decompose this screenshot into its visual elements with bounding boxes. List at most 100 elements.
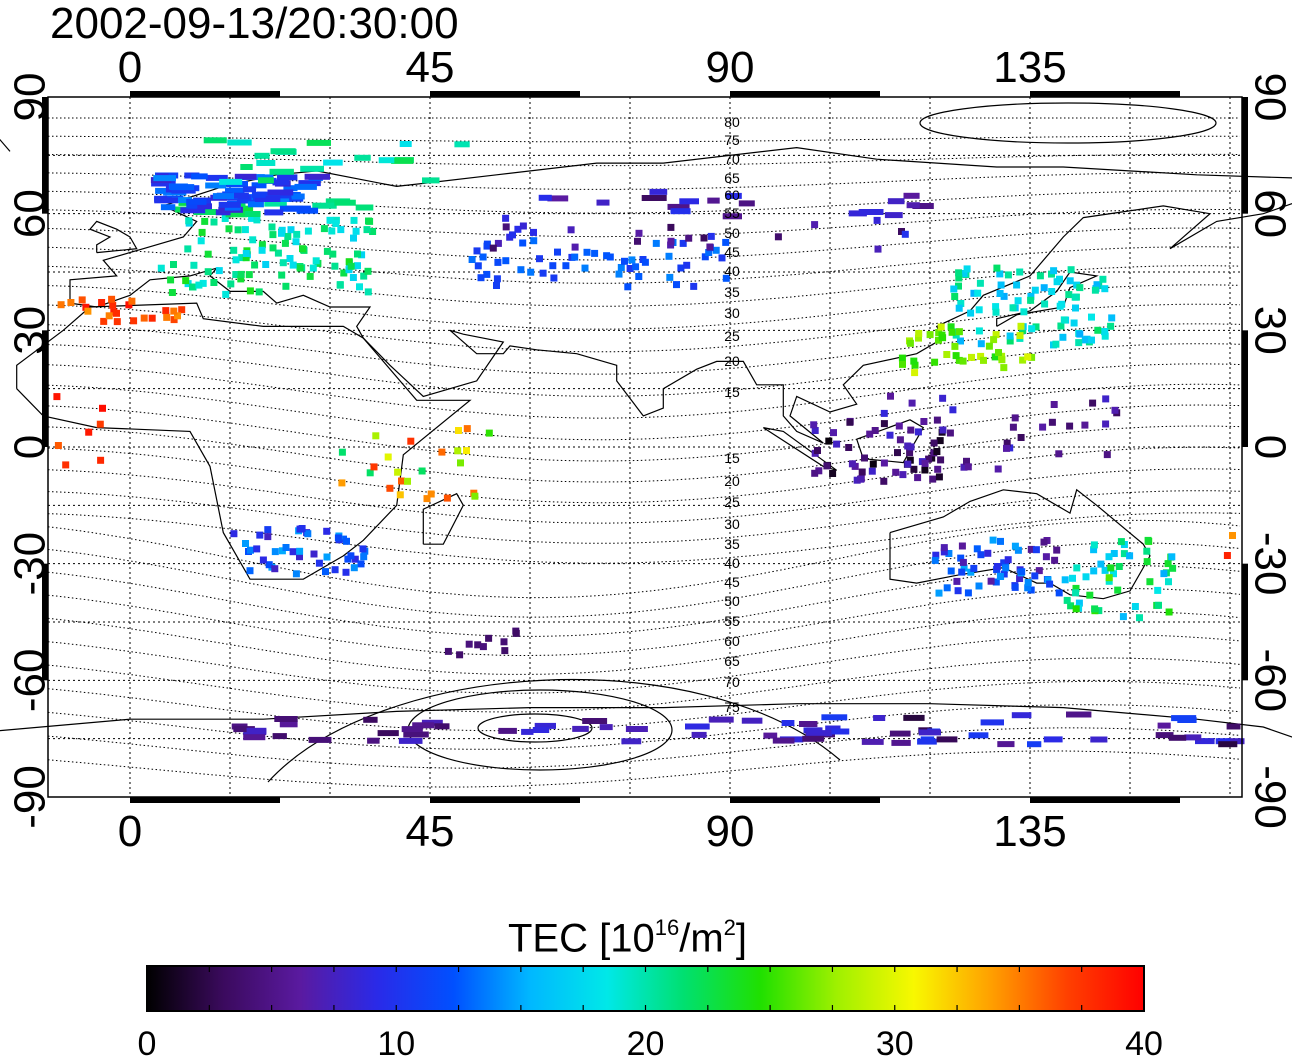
tec-data-point xyxy=(1089,399,1097,407)
tec-data-point xyxy=(258,246,266,254)
tec-data-point xyxy=(1223,552,1231,559)
tec-data-point xyxy=(1088,313,1095,321)
tec-data-point xyxy=(268,223,276,231)
tec-data-point xyxy=(1018,326,1026,334)
tec-data-point xyxy=(500,638,508,646)
tec-data-point xyxy=(683,261,691,269)
tec-data-point xyxy=(998,356,1006,364)
tec-data-point xyxy=(293,230,301,238)
tec-data-point xyxy=(1024,584,1032,592)
tec-data-point xyxy=(1168,553,1176,561)
tec-data-point xyxy=(479,643,487,651)
tec-data-point xyxy=(170,261,177,268)
tec-data-point xyxy=(811,469,819,477)
tec-data-point xyxy=(615,270,623,278)
tec-data-point xyxy=(140,314,148,322)
tec-data-point xyxy=(774,233,782,241)
tec-data-point xyxy=(109,301,117,309)
tec-data-point xyxy=(253,545,261,553)
tec-data-point xyxy=(811,427,819,434)
tec-data-point xyxy=(892,468,900,476)
tec-data-point xyxy=(113,309,120,317)
tec-data-point xyxy=(1110,570,1117,578)
tec-data-point xyxy=(1144,536,1152,544)
tec-data-point xyxy=(915,330,923,337)
tec-data-point xyxy=(331,566,339,574)
tec-data-point xyxy=(936,736,958,743)
tec-data-point xyxy=(271,548,279,556)
tec-data-point xyxy=(108,295,116,303)
tec-data-point xyxy=(964,463,972,471)
magnetic-contour xyxy=(47,588,1241,656)
tec-data-point xyxy=(673,281,680,289)
tec-data-point xyxy=(225,225,233,233)
contour-label: 40 xyxy=(724,555,740,571)
tec-data-point xyxy=(950,285,958,293)
tec-data-point xyxy=(718,254,726,262)
tec-data-point xyxy=(254,196,281,202)
tec-data-point xyxy=(282,282,290,290)
tec-data-point xyxy=(968,732,989,739)
tec-data-point xyxy=(509,231,516,239)
contour-label: 70 xyxy=(724,674,740,690)
magnetic-contour xyxy=(47,680,1241,732)
tec-data-point xyxy=(157,264,165,272)
frame-bar-right xyxy=(1242,97,1248,214)
frame-bar-bottom xyxy=(730,797,880,803)
tec-data-point xyxy=(811,221,819,229)
tec-data-point xyxy=(1040,538,1048,546)
tec-data-point xyxy=(677,264,685,272)
tec-data-point xyxy=(763,732,778,739)
tec-data-point xyxy=(606,253,614,261)
contour-label: 65 xyxy=(724,653,740,669)
tec-data-point xyxy=(582,718,608,724)
colorbar-tick-label: 30 xyxy=(876,1025,914,1057)
tec-data-point xyxy=(625,726,648,732)
contour-label: 20 xyxy=(724,353,740,369)
tec-data-point xyxy=(372,432,380,440)
coastline xyxy=(0,703,1292,738)
tec-data-point xyxy=(151,180,176,187)
tec-data-point xyxy=(242,254,250,262)
tec-data-point xyxy=(940,544,948,552)
tec-data-point xyxy=(186,198,207,205)
tec-data-point xyxy=(289,548,297,556)
tec-data-point xyxy=(363,226,371,234)
tec-data-point xyxy=(530,237,538,245)
tec-data-point xyxy=(304,227,312,235)
tec-data-point xyxy=(957,554,965,562)
tec-data-point xyxy=(1066,711,1092,718)
tec-data-point xyxy=(248,214,256,222)
tec-data-point xyxy=(873,715,886,721)
tec-data-point xyxy=(1002,564,1010,572)
tec-data-point xyxy=(292,238,300,246)
tec-data-point xyxy=(945,550,953,557)
tec-data-point xyxy=(1154,586,1162,594)
tec-data-point xyxy=(521,728,534,735)
tec-data-point xyxy=(898,228,905,235)
tec-data-point xyxy=(707,232,715,240)
tec-data-point xyxy=(298,180,321,187)
tec-data-point xyxy=(85,428,93,436)
tec-data-point xyxy=(312,202,337,209)
frame-bar-top xyxy=(430,91,580,97)
tec-data-point xyxy=(1095,607,1103,615)
tec-data-point xyxy=(174,312,181,320)
tec-data-point xyxy=(350,234,357,242)
tec-data-point xyxy=(937,456,945,464)
north-pole-contour xyxy=(919,102,1217,144)
tec-data-point xyxy=(1048,418,1056,426)
tec-data-point xyxy=(218,201,241,208)
tec-data-point xyxy=(308,736,332,743)
tec-data-point xyxy=(1126,552,1134,560)
contour-label: 50 xyxy=(724,225,740,241)
tec-data-point xyxy=(599,724,613,731)
tec-data-point xyxy=(977,551,985,559)
tec-data-point xyxy=(1059,333,1067,341)
tec-data-point xyxy=(366,469,374,477)
tec-data-point xyxy=(1099,275,1107,283)
tec-data-point xyxy=(306,272,314,280)
tec-data-point xyxy=(205,182,226,189)
tec-data-point xyxy=(1073,564,1081,572)
tec-data-point xyxy=(980,719,1004,726)
